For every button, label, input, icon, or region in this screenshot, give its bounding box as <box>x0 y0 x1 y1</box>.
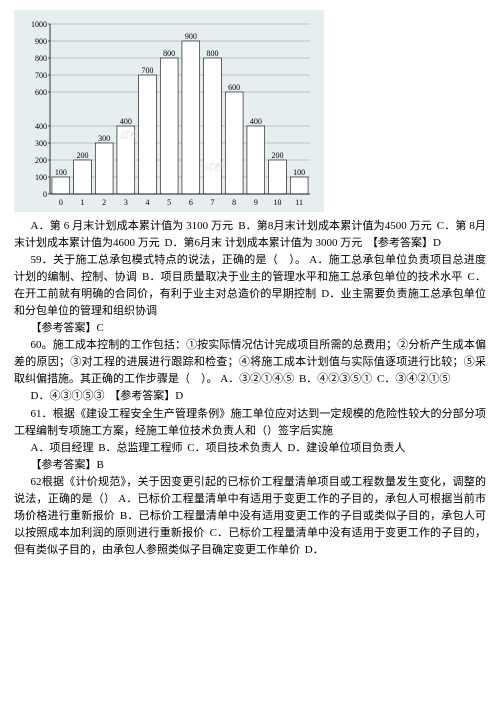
chart-container: 0100200300400600700800900100010002001300… <box>14 10 324 212</box>
svg-text:400: 400 <box>120 117 132 126</box>
svg-text:700: 700 <box>35 71 47 80</box>
svg-text:400: 400 <box>35 122 47 131</box>
question-body: A．第 6 月末计划成本累计值为 3100 万元 B．第8月末计划成本累计值为4… <box>14 218 486 559</box>
svg-text:700: 700 <box>142 66 154 75</box>
q61-optC: C．项目技术负责人 <box>187 442 282 454</box>
q59: 59．关于施工总承包模式特点的说法，正确的是（ ）。 A．施工总承包单位负责项目… <box>14 252 486 320</box>
q60-optC: C．③④②①⑤ <box>377 373 450 385</box>
q62-optD: D． <box>305 544 324 556</box>
svg-text:9: 9 <box>254 198 258 207</box>
svg-text:11: 11 <box>295 198 303 207</box>
svg-text:400: 400 <box>250 117 262 126</box>
svg-text:900: 900 <box>185 32 197 41</box>
bar-chart: 0100200300400600700800900100010002001300… <box>22 18 316 208</box>
q58-optB: B．第8月末计划成本累计值为4500 万元 <box>238 220 432 232</box>
svg-text:试卷: 试卷 <box>119 130 138 140</box>
q58-options: A．第 6 月末计划成本累计值为 3100 万元 B．第8月末计划成本累计值为4… <box>14 218 486 252</box>
svg-text:800: 800 <box>163 49 175 58</box>
svg-text:3: 3 <box>124 198 128 207</box>
svg-text:600: 600 <box>228 83 240 92</box>
svg-text:4: 4 <box>146 198 150 207</box>
svg-text:5: 5 <box>167 198 171 207</box>
svg-text:200: 200 <box>35 156 47 165</box>
q60-optD: D．④③①⑤③ <box>31 390 105 402</box>
svg-text:7: 7 <box>211 198 215 207</box>
q61-optD: D．建设单位项目负责人 <box>287 442 405 454</box>
q60-answer: 【参考答案】D <box>109 390 183 402</box>
svg-text:800: 800 <box>35 54 47 63</box>
q58-answer: 【参考答案】D <box>367 237 441 249</box>
q58-optA: A．第 6 月末计划成本累计值为 3100 万元 <box>31 220 234 232</box>
q62: 62根据《计价规范》，关于因变更引起的已标价工程量清单项目或工程数量发生变化，调… <box>14 474 486 559</box>
svg-text:300: 300 <box>98 134 110 143</box>
svg-text:600: 600 <box>35 88 47 97</box>
svg-text:900: 900 <box>35 37 47 46</box>
svg-text:100: 100 <box>293 168 305 177</box>
svg-text:100: 100 <box>35 173 47 182</box>
svg-text:0: 0 <box>43 190 47 199</box>
svg-text:1000: 1000 <box>31 20 47 29</box>
q59-stem: 59．关于施工总承包模式特点的说法，正确的是（ ）。 <box>31 254 307 266</box>
q61: 61．根据《建设工程安全生产管理条例》施工单位应对达到一定规模的危险性较大的分部… <box>14 406 486 440</box>
svg-text:6: 6 <box>189 198 193 207</box>
svg-text:试卷: 试卷 <box>204 162 223 172</box>
q61-optA: A．项目经理 <box>31 442 94 454</box>
svg-text:100: 100 <box>55 168 67 177</box>
q59-optB: B．项目质量取决于业主的管理水平和施工总承包单位的技术水平 <box>142 271 463 283</box>
q58-optD: D．第6月末 计划成本累计值为 3000 万元 <box>165 237 363 249</box>
svg-text:200: 200 <box>272 151 284 160</box>
svg-text:200: 200 <box>77 151 89 160</box>
q59-answer: 【参考答案】C <box>14 320 486 337</box>
q61-answer: 【参考答案】B <box>14 457 486 474</box>
q60: 60。施工成本控制的工作包括：①按实际情况估计完成项目所需的总费用；②分析产生成… <box>14 337 486 388</box>
svg-text:800: 800 <box>207 49 219 58</box>
svg-text:0: 0 <box>59 198 63 207</box>
q61-stem: 61．根据《建设工程安全生产管理条例》施工单位应对达到一定规模的危险性较大的分部… <box>14 408 486 437</box>
svg-text:300: 300 <box>35 139 47 148</box>
q61-optB: B．总监理工程师 <box>98 442 182 454</box>
svg-text:2: 2 <box>102 198 106 207</box>
svg-text:10: 10 <box>274 198 282 207</box>
q61-options: A．项目经理 B．总监理工程师 C．项目技术负责人 D．建设单位项目负责人 <box>14 440 486 457</box>
q60-optB: B．④②③⑤① <box>299 373 372 385</box>
q60-optA: A．③②①④⑤ <box>220 373 294 385</box>
svg-text:1: 1 <box>81 198 85 207</box>
svg-text:8: 8 <box>232 198 236 207</box>
q60-optD-answer: D．④③①⑤③ 【参考答案】D <box>14 388 486 405</box>
